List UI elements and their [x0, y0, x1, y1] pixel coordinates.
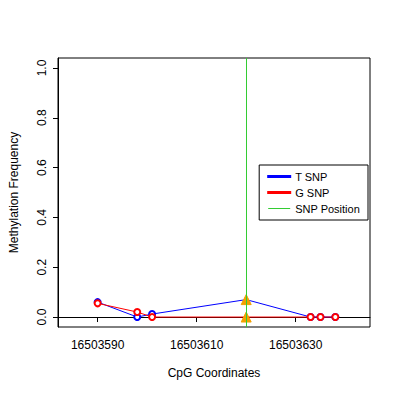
svg-text:Methylation Frequency: Methylation Frequency [7, 132, 21, 253]
svg-text:16503610: 16503610 [170, 338, 224, 352]
svg-text:SNP Position: SNP Position [295, 203, 360, 215]
svg-text:16503590: 16503590 [71, 338, 125, 352]
svg-text:0.4: 0.4 [35, 209, 49, 226]
svg-text:CpG Coordinates: CpG Coordinates [168, 366, 261, 380]
svg-text:0.6: 0.6 [35, 159, 49, 176]
svg-text:G SNP: G SNP [295, 187, 329, 199]
svg-text:16503630: 16503630 [269, 338, 323, 352]
svg-text:0.0: 0.0 [35, 308, 49, 325]
svg-text:0.8: 0.8 [35, 109, 49, 126]
svg-text:0.2: 0.2 [35, 259, 49, 276]
svg-text:1.0: 1.0 [35, 59, 49, 76]
svg-text:T SNP: T SNP [295, 171, 327, 183]
